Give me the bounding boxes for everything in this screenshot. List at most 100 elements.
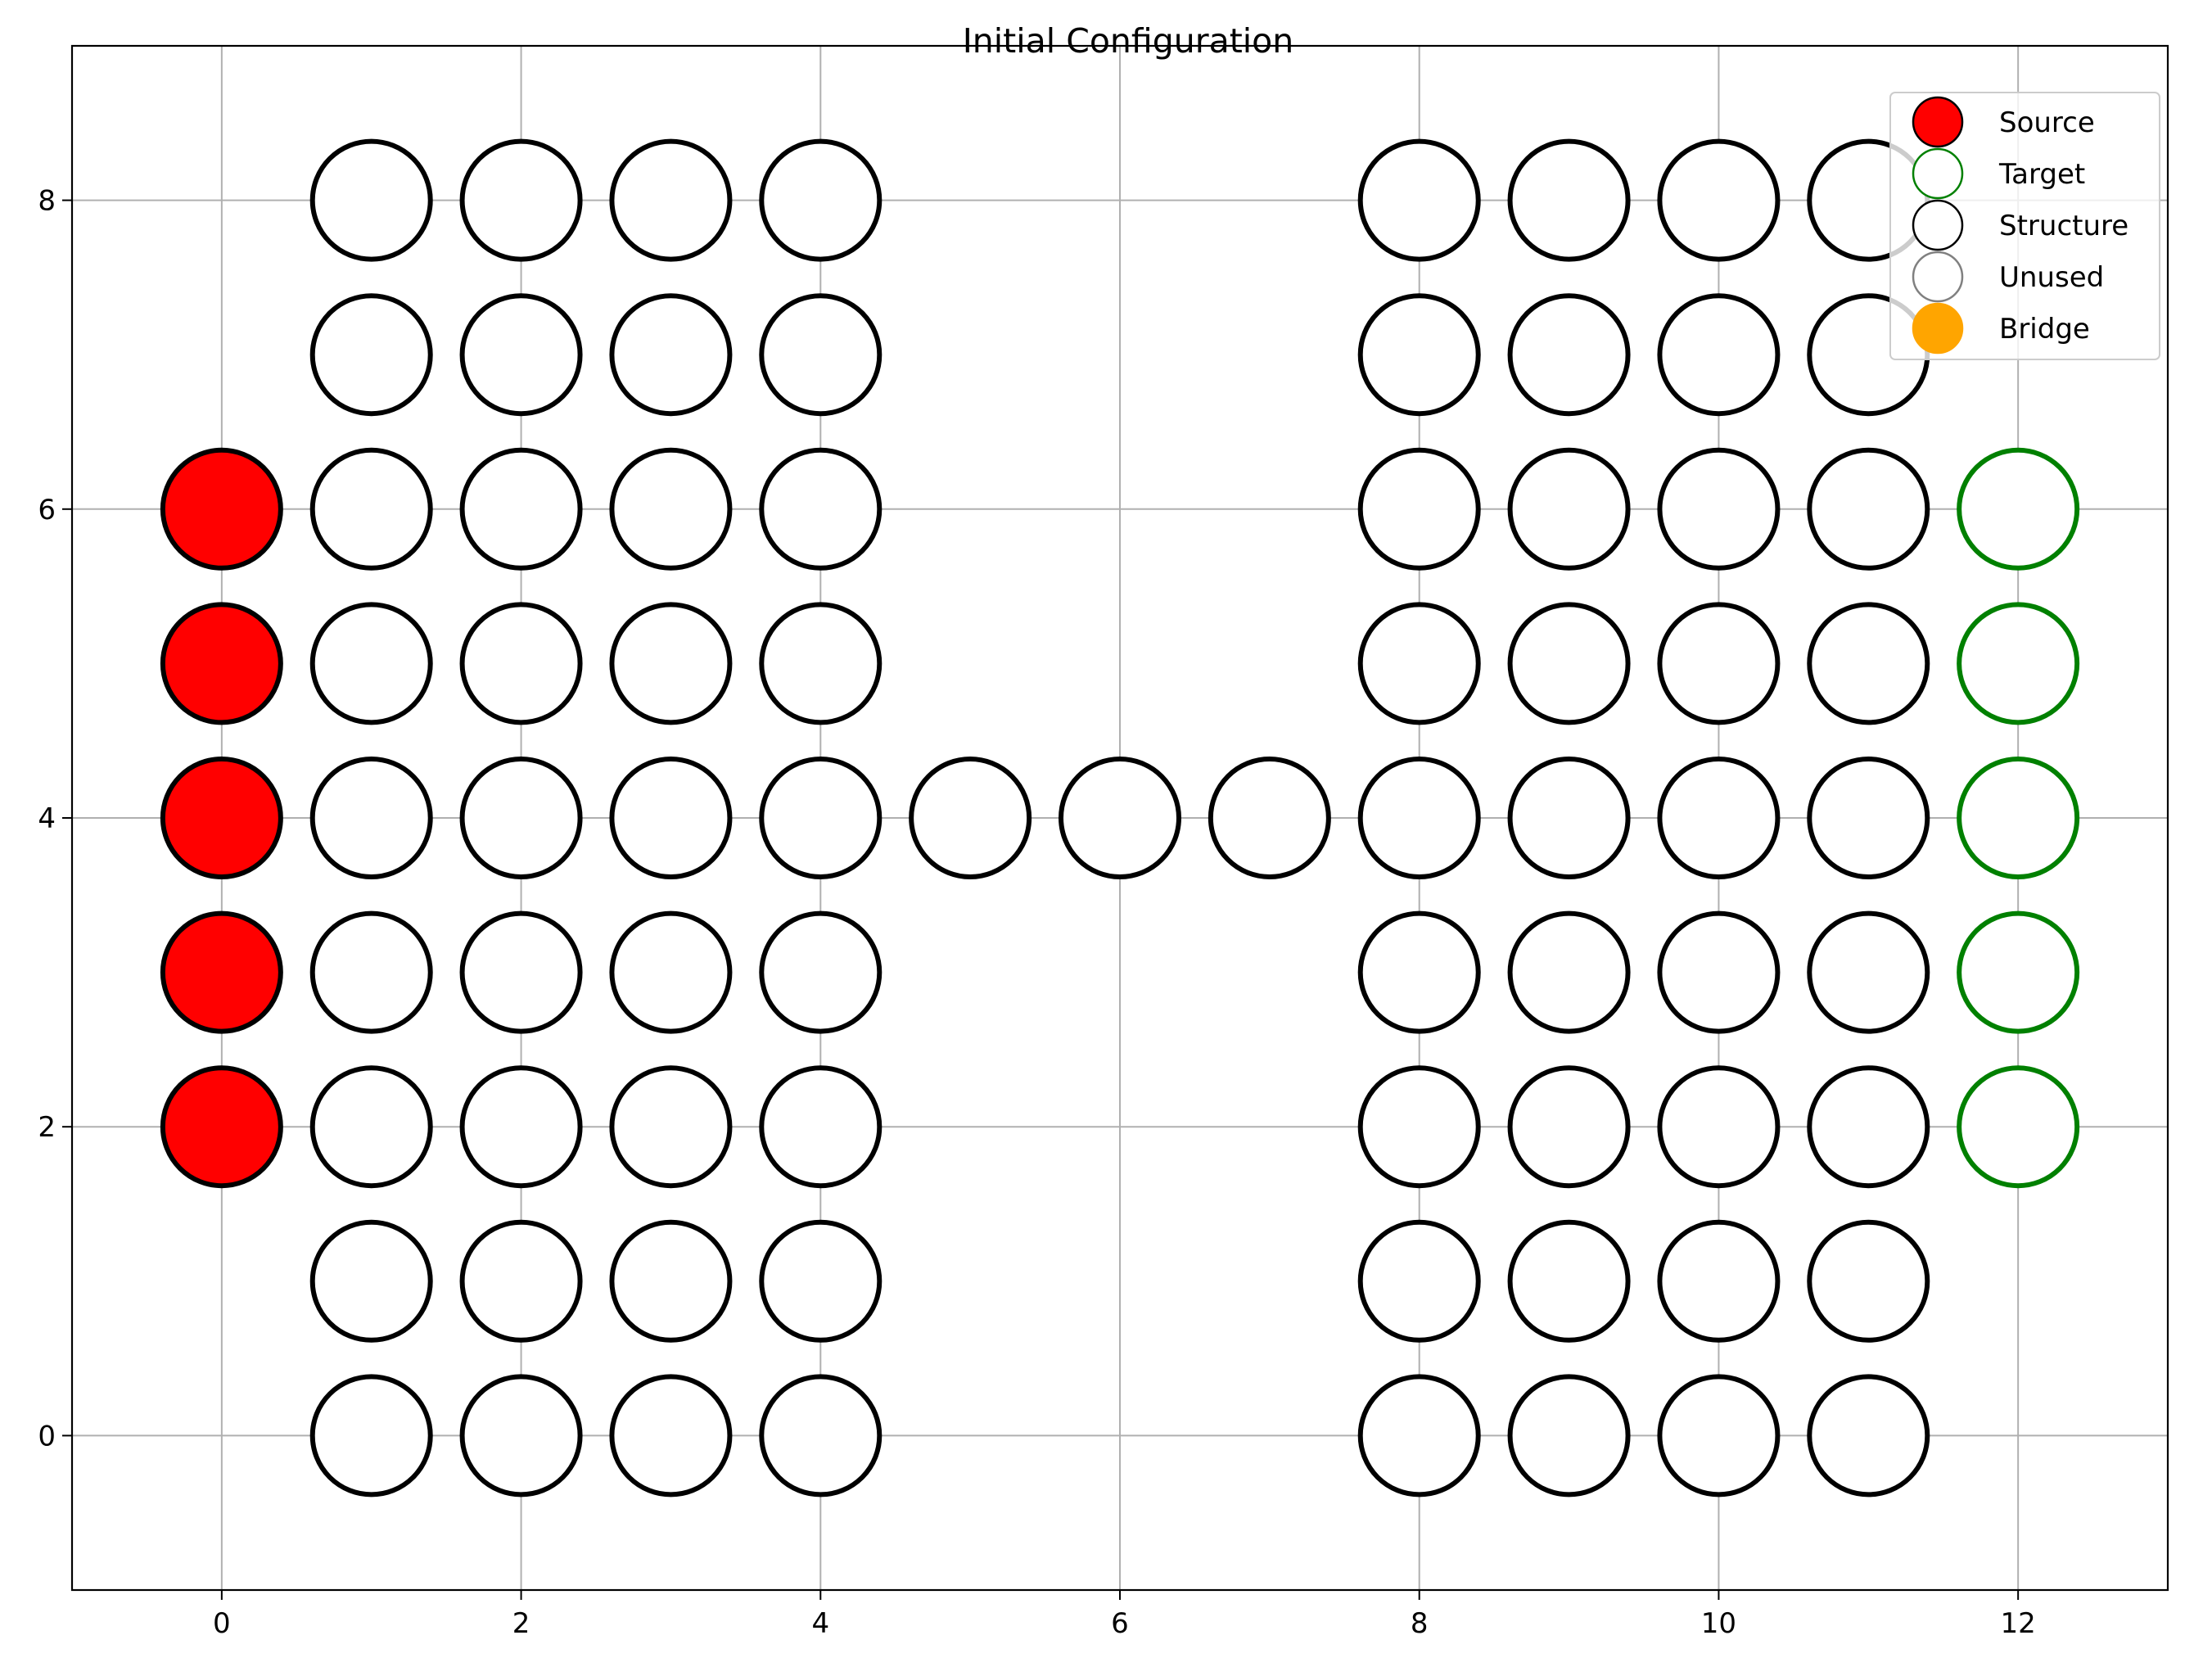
- structure-point: [1507, 447, 1631, 571]
- legend-label-bridge: Bridge: [1999, 313, 2090, 346]
- structure-point: [459, 757, 583, 879]
- legend-marker-unused: [1912, 251, 1964, 303]
- structure-point: [309, 1219, 433, 1343]
- x-tick-label: 0: [213, 1607, 231, 1640]
- x-tick-label: 4: [811, 1607, 829, 1640]
- structure-point: [1657, 602, 1781, 725]
- structure-point: [1507, 910, 1631, 1034]
- x-tick-label: 6: [1111, 1607, 1129, 1640]
- structure-point: [1657, 447, 1781, 571]
- structure-point: [759, 1374, 883, 1498]
- structure-point: [1807, 1065, 1930, 1189]
- structure-point: [1507, 1374, 1631, 1498]
- structure-point: [759, 757, 883, 879]
- structure-point: [1357, 293, 1481, 417]
- target-point: [1957, 1065, 2080, 1189]
- structure-point: [609, 138, 733, 262]
- target-point: [1957, 602, 2080, 725]
- structure-point: [459, 1374, 583, 1498]
- source-point: [160, 910, 283, 1034]
- legend-marker-target: [1912, 147, 1964, 200]
- structure-point: [1208, 757, 1331, 879]
- legend-label-structure: Structure: [1999, 210, 2128, 242]
- structure-point: [459, 293, 583, 417]
- structure-point: [309, 757, 433, 879]
- x-tick-label: 8: [1411, 1607, 1429, 1640]
- source-point: [160, 447, 283, 571]
- structure-point: [1507, 1219, 1631, 1343]
- structure-point: [1507, 602, 1631, 725]
- structure-point: [1657, 1374, 1781, 1498]
- ticks-layer: 0 2 4 6 8 10 12 0 2 4 6 8: [38, 185, 2035, 1640]
- target-point: [1957, 757, 2080, 879]
- structure-point: [1357, 1065, 1481, 1189]
- structure-point: [1357, 910, 1481, 1034]
- structure-point: [1657, 293, 1781, 417]
- structure-point: [1357, 602, 1481, 725]
- structure-point: [1807, 602, 1930, 725]
- structure-point: [759, 910, 883, 1034]
- y-tick-label: 2: [38, 1111, 56, 1144]
- structure-point: [759, 602, 883, 725]
- structure-point: [1657, 1219, 1781, 1343]
- source-point: [160, 602, 283, 725]
- structure-point: [309, 293, 433, 417]
- structure-point: [609, 1374, 733, 1498]
- structure-point: [309, 1065, 433, 1189]
- structure-point: [759, 138, 883, 262]
- structure-point: [1657, 910, 1781, 1034]
- structure-point: [309, 910, 433, 1034]
- structure-point: [609, 757, 733, 879]
- legend-marker-bridge: [1912, 302, 1964, 355]
- structure-point: [1357, 138, 1481, 262]
- structure-point: [459, 1219, 583, 1343]
- structure-point: [1507, 138, 1631, 262]
- x-tick-label: 10: [1701, 1607, 1736, 1640]
- structure-point: [609, 910, 733, 1034]
- structure-point: [1657, 138, 1781, 262]
- structure-point: [1807, 1219, 1930, 1343]
- structure-point: [1357, 1219, 1481, 1343]
- structure-point: [1357, 757, 1481, 879]
- structure-point: [1507, 1065, 1631, 1189]
- structure-point: [609, 602, 733, 725]
- structure-point: [309, 138, 433, 262]
- legend-label-target: Target: [1998, 158, 2085, 191]
- structure-point: [1507, 293, 1631, 417]
- source-point: [160, 1065, 283, 1189]
- x-tick-label: 2: [512, 1607, 530, 1640]
- structure-point: [759, 293, 883, 417]
- structure-point: [459, 138, 583, 262]
- structure-point: [1807, 757, 1930, 879]
- structure-point: [909, 757, 1032, 879]
- structure-point: [759, 1065, 883, 1189]
- y-tick-label: 6: [38, 494, 56, 526]
- structure-point: [1059, 757, 1181, 879]
- y-tick-label: 4: [38, 802, 56, 835]
- structure-point: [1357, 1374, 1481, 1498]
- points-layer: [160, 138, 2080, 1498]
- structure-point: [1807, 447, 1930, 571]
- structure-point: [1807, 910, 1930, 1034]
- structure-point: [609, 1219, 733, 1343]
- legend-marker-source: [1912, 96, 1964, 148]
- structure-point: [1657, 1065, 1781, 1189]
- legend-label-unused: Unused: [1999, 261, 2104, 294]
- structure-point: [309, 602, 433, 725]
- structure-point: [309, 1374, 433, 1498]
- target-point: [1957, 910, 2080, 1034]
- structure-point: [1357, 447, 1481, 571]
- y-tick-label: 8: [38, 185, 56, 218]
- legend-label-source: Source: [1999, 106, 2095, 139]
- structure-point: [1807, 1374, 1930, 1498]
- structure-point: [759, 1219, 883, 1343]
- legend: Source Target Structure Unused Bridge: [1889, 92, 2160, 360]
- chart-title: Initial Configuration: [963, 21, 1294, 61]
- structure-point: [609, 447, 733, 571]
- structure-point: [1507, 757, 1631, 879]
- structure-point: [459, 447, 583, 571]
- structure-point: [459, 1065, 583, 1189]
- x-tick-label: 12: [2001, 1607, 2036, 1640]
